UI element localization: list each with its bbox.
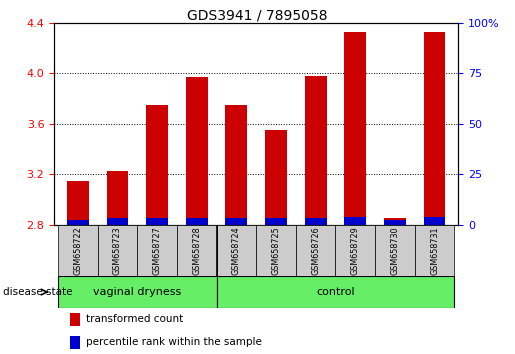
Text: vaginal dryness: vaginal dryness — [93, 287, 181, 297]
Text: GDS3941 / 7895058: GDS3941 / 7895058 — [187, 9, 328, 23]
Bar — [217, 225, 256, 276]
Bar — [296, 225, 335, 276]
Text: GSM658727: GSM658727 — [152, 226, 162, 275]
Bar — [186, 77, 208, 225]
Text: disease state: disease state — [3, 287, 72, 297]
Bar — [67, 181, 89, 225]
Bar — [415, 225, 454, 276]
Bar — [265, 218, 287, 225]
Text: percentile rank within the sample: percentile rank within the sample — [87, 337, 262, 348]
Bar — [226, 218, 247, 225]
Bar — [335, 225, 375, 276]
Bar — [345, 32, 366, 225]
Bar — [375, 225, 415, 276]
Bar — [146, 105, 168, 225]
Text: GSM658729: GSM658729 — [351, 226, 360, 275]
Bar — [226, 105, 247, 225]
Bar — [384, 220, 406, 225]
Bar — [107, 218, 128, 225]
Bar — [177, 225, 217, 276]
Bar — [265, 130, 287, 225]
Bar — [70, 313, 80, 326]
Bar — [424, 32, 445, 225]
Bar — [424, 217, 445, 225]
Bar — [384, 218, 406, 225]
Text: control: control — [316, 287, 355, 297]
Bar — [305, 218, 327, 225]
Text: GSM658722: GSM658722 — [73, 226, 82, 275]
Text: GSM658725: GSM658725 — [271, 226, 281, 275]
Text: transformed count: transformed count — [87, 314, 184, 325]
Bar — [217, 276, 454, 308]
Bar — [186, 218, 208, 225]
Bar — [70, 336, 80, 349]
Bar — [146, 218, 168, 225]
Text: GSM658728: GSM658728 — [192, 226, 201, 275]
Bar — [98, 225, 138, 276]
Bar — [58, 225, 98, 276]
Text: GSM658730: GSM658730 — [390, 226, 400, 275]
Text: GSM658724: GSM658724 — [232, 226, 241, 275]
Bar — [67, 220, 89, 225]
Bar — [107, 171, 128, 225]
Text: GSM658723: GSM658723 — [113, 226, 122, 275]
Text: GSM658731: GSM658731 — [430, 226, 439, 275]
Bar — [256, 225, 296, 276]
Bar — [58, 276, 217, 308]
Bar — [345, 217, 366, 225]
Bar — [305, 76, 327, 225]
Bar — [138, 225, 177, 276]
Text: GSM658726: GSM658726 — [311, 226, 320, 275]
